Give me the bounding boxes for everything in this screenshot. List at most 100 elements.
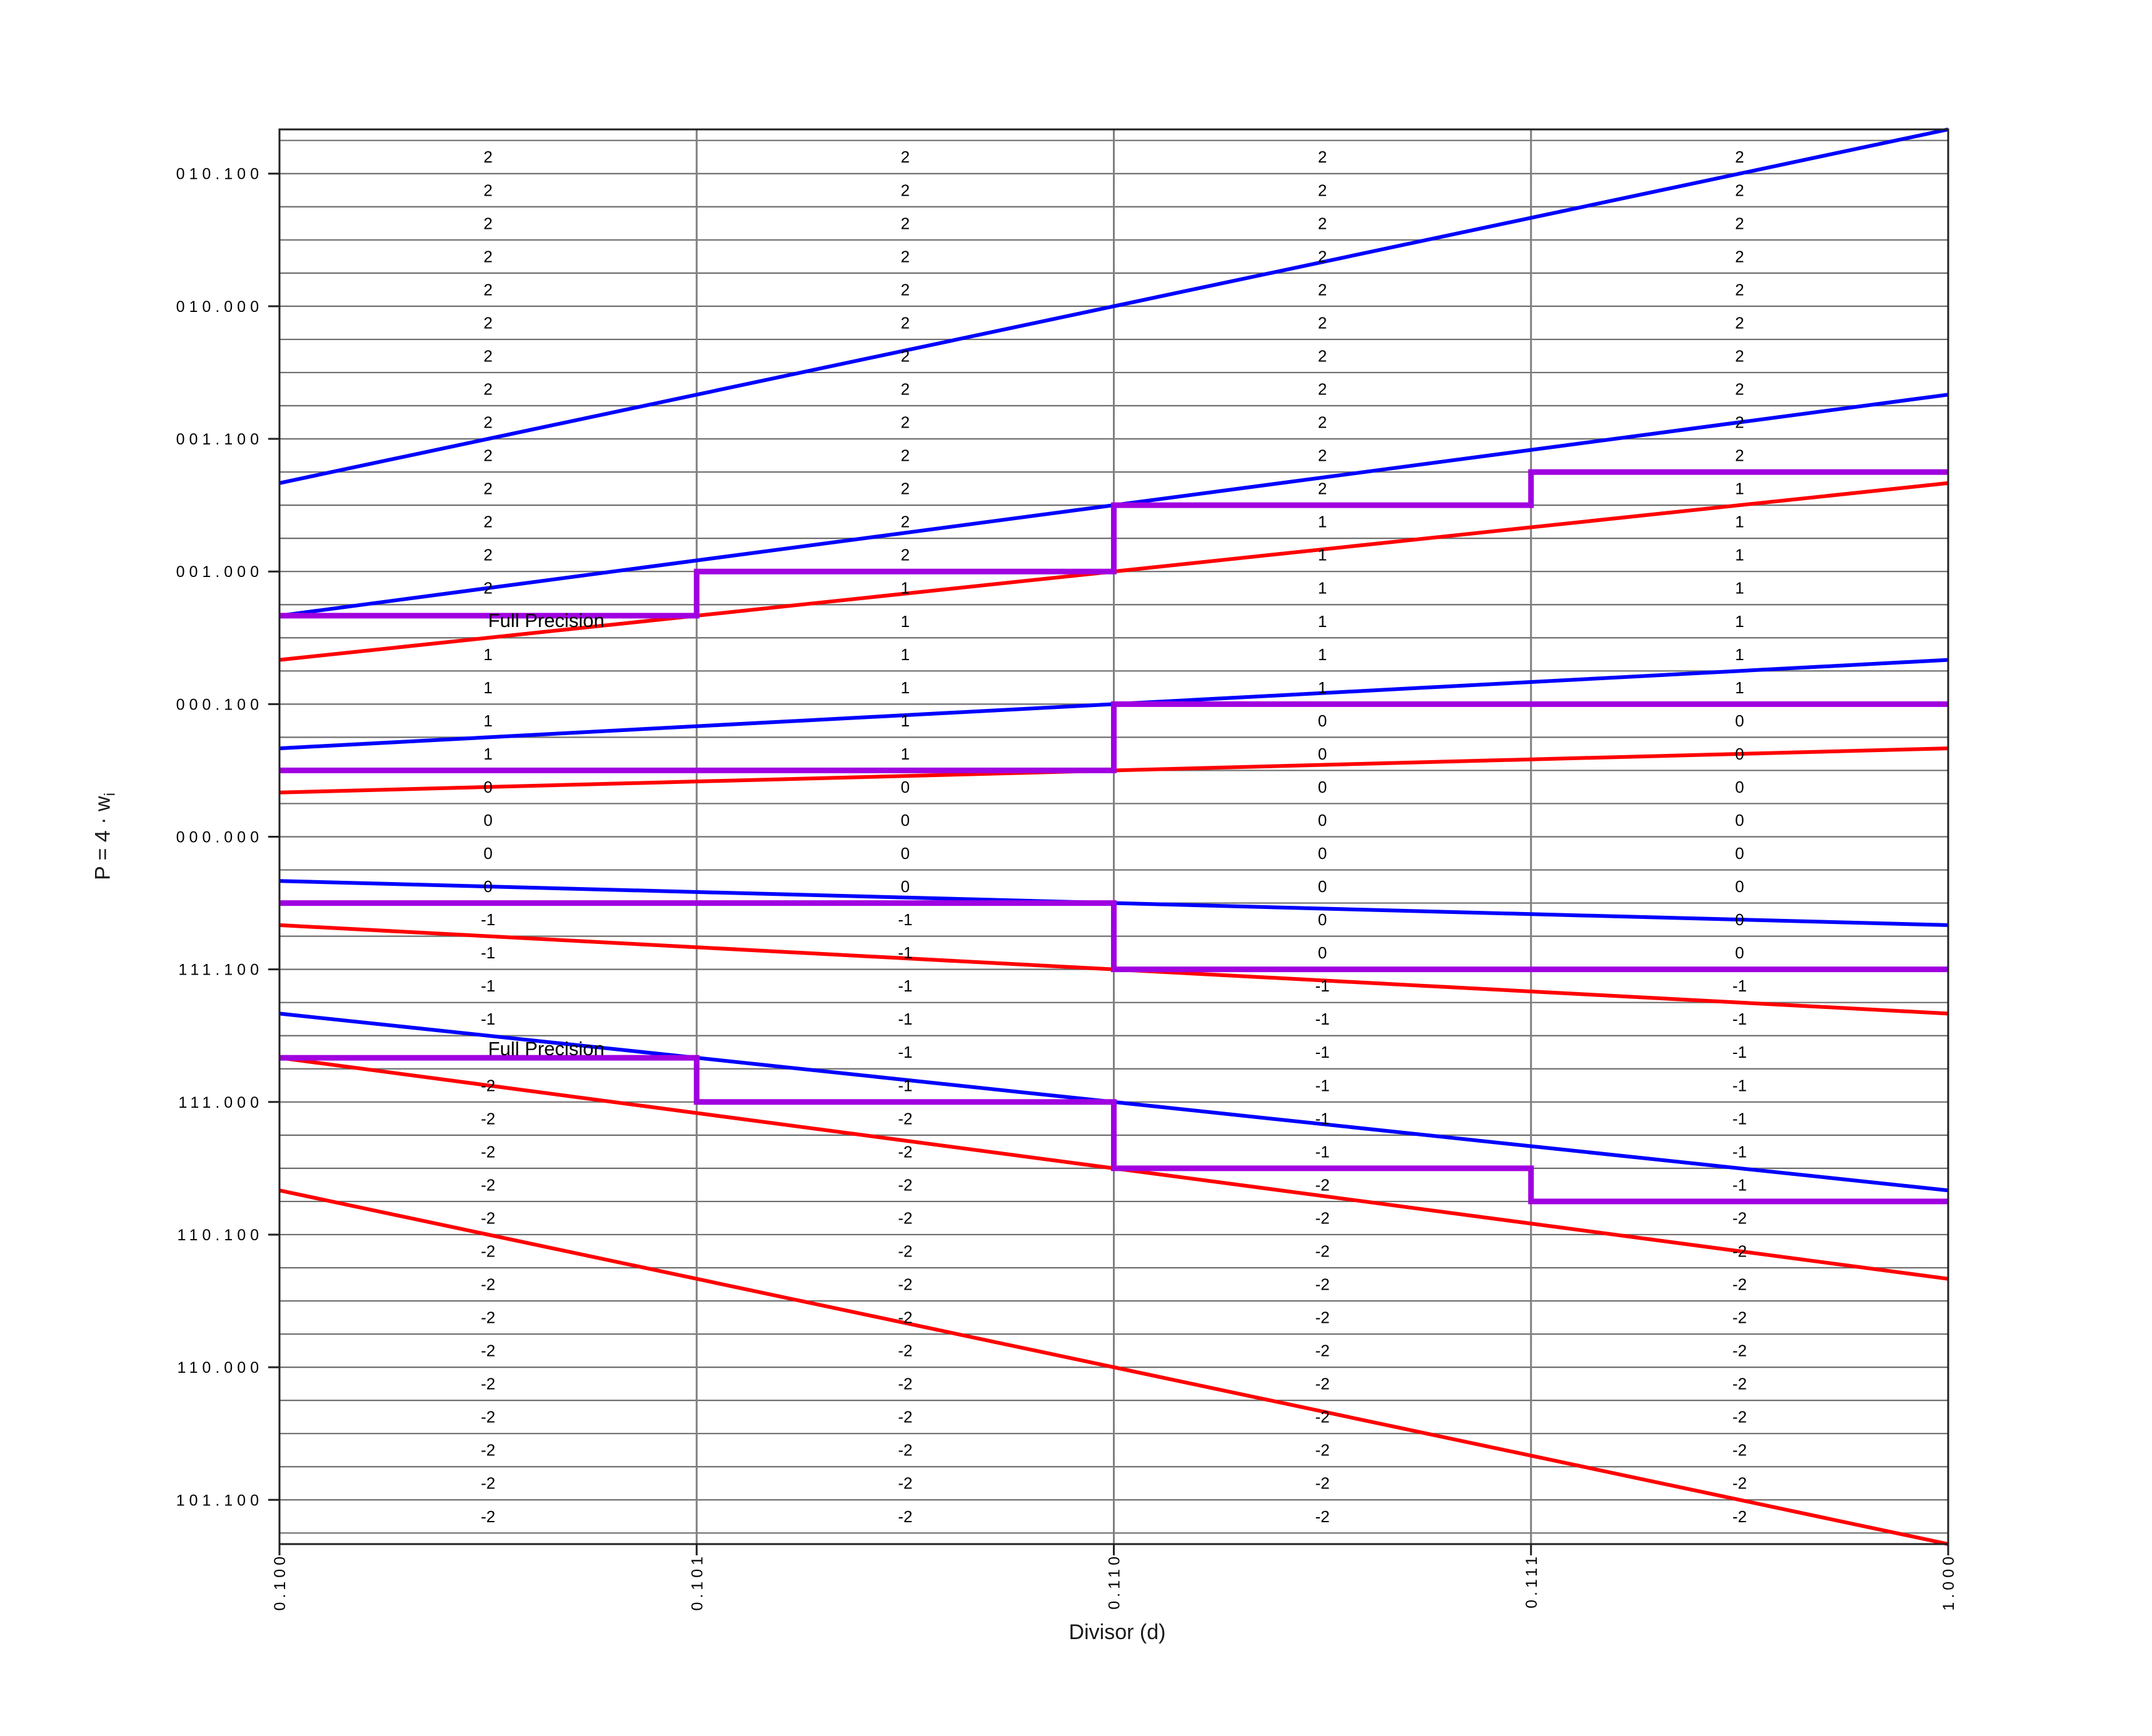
digit-cell-label: 2 [483, 413, 492, 432]
digit-cell-label: 0 [1735, 943, 1744, 962]
digit-cell-label: -2 [1732, 1441, 1747, 1460]
digit-cell-label: 2 [1318, 214, 1327, 233]
y-tick-label: 000.000 [176, 829, 263, 846]
digit-cell-label: -2 [898, 1308, 912, 1327]
digit-cell-label: -2 [481, 1242, 495, 1260]
digit-cell-label: -2 [1315, 1441, 1330, 1460]
digit-cell-label: -2 [898, 1507, 912, 1526]
digit-cell-label: 1 [901, 711, 910, 730]
digit-cell-label: 0 [483, 877, 492, 896]
digit-cell-label: -2 [481, 1142, 495, 1161]
digit-cell-label: -2 [898, 1242, 912, 1260]
digit-cell-label: 1 [483, 645, 492, 664]
digit-cell-label: 2 [901, 148, 910, 166]
digit-cell-label: -1 [898, 1010, 912, 1028]
digit-cell-label: 0 [1318, 745, 1327, 763]
digit-cell-label: 2 [901, 313, 910, 332]
digit-cell-label: -2 [1732, 1408, 1747, 1427]
y-tick-label: 101.100 [176, 1492, 263, 1509]
y-axis-title-main: P = 4 · w [91, 796, 115, 880]
y-tick-label: 110.000 [177, 1359, 263, 1377]
y-tick-label: 111.100 [178, 961, 263, 979]
digit-cell-label: 2 [483, 214, 492, 233]
selection-boundary-m1-m2 [279, 1055, 1948, 1205]
digit-cell-label: -2 [481, 1208, 495, 1227]
digit-cell-label: -2 [1732, 1208, 1747, 1227]
digit-cell-label: -2 [1732, 1308, 1747, 1327]
x-tick-label: 0.111 [1523, 1553, 1541, 1608]
digit-cell-label: 1 [1735, 479, 1744, 498]
digit-cell-label: -1 [1732, 1043, 1747, 1061]
digit-cell-label: 2 [901, 280, 910, 299]
digit-cell-label: 2 [1318, 148, 1327, 166]
digit-cell-label: 1 [901, 678, 910, 697]
digit-cell-label: 2 [901, 379, 910, 398]
digit-cell-label: -2 [481, 1109, 495, 1128]
digit-cell-label: -2 [1315, 1507, 1330, 1526]
y-tick-label: 110.100 [177, 1227, 263, 1244]
y-tick-label: 111.000 [178, 1094, 263, 1111]
digit-cell-label: -2 [898, 1408, 912, 1427]
digit-cell-label: 0 [1735, 711, 1744, 730]
digit-cell-label: 1 [1735, 513, 1744, 531]
digit-cell-label: -2 [898, 1375, 912, 1393]
digit-cell-label: -2 [898, 1342, 912, 1360]
x-tick-label: 0.100 [271, 1553, 289, 1611]
digit-cell-label: -1 [1732, 1109, 1747, 1128]
digit-cell-label: -2 [481, 1474, 495, 1493]
digit-cell-label: 2 [1318, 181, 1327, 199]
digit-cell-label: 1 [1735, 612, 1744, 631]
digit-cell-label: -2 [1315, 1375, 1330, 1393]
digit-cell-label: 0 [901, 877, 910, 896]
digit-cell-label: 1 [901, 579, 910, 598]
y-tick-label: 010.000 [176, 298, 263, 316]
digit-cell-label: -2 [1732, 1474, 1747, 1493]
digit-cell-label: 1 [1735, 546, 1744, 564]
digit-cell-label: -2 [898, 1175, 912, 1194]
digit-cell-label: 2 [1318, 379, 1327, 398]
digit-cell-label: -2 [481, 1175, 495, 1194]
digit-cell-label: 0 [483, 811, 492, 830]
digit-cell-label: -2 [1315, 1342, 1330, 1360]
digit-cell-label: -2 [1315, 1242, 1330, 1260]
selection-boundary-1-0 [279, 701, 1948, 773]
digit-cell-label: -2 [1315, 1474, 1330, 1493]
digit-cell-label: -1 [898, 943, 912, 962]
digit-cell-label: -2 [898, 1441, 912, 1460]
y-axis-title: P = 4 · wi [91, 793, 119, 880]
digit-cell-label: 2 [1318, 346, 1327, 365]
digit-cell-label: 0 [1318, 943, 1327, 962]
digit-cell-label: -2 [481, 1507, 495, 1526]
digit-cell-label: -2 [898, 1474, 912, 1493]
digit-cell-label: -2 [481, 1375, 495, 1393]
digit-cell-label: -1 [1315, 976, 1330, 995]
digit-cell-label: 2 [483, 546, 492, 564]
digit-cell-label: -1 [1732, 976, 1747, 995]
digit-cell-label: 0 [1318, 711, 1327, 730]
digit-cell-label: 1 [1318, 678, 1327, 697]
digit-cell-label: 2 [1318, 479, 1327, 498]
digit-cell-label: -1 [1732, 1142, 1747, 1161]
digit-cell-label: 1 [1735, 579, 1744, 598]
digit-cell-label: 2 [901, 346, 910, 365]
digit-cell-label: 1 [1318, 612, 1327, 631]
digit-cell-label: 2 [483, 148, 492, 166]
digit-cell-label: 0 [1318, 877, 1327, 896]
digit-cell-label: -1 [898, 1076, 912, 1095]
digit-cell-label: -1 [1732, 1076, 1747, 1095]
digit-cell-label: 2 [901, 513, 910, 531]
digit-cell-label: -2 [1315, 1208, 1330, 1227]
lower-bound-digit-m2 [279, 1188, 1949, 1546]
digit-cell-label: 0 [1318, 811, 1327, 830]
digit-cell-label: 2 [1735, 346, 1744, 365]
y-axis-title-subscript: i [101, 793, 119, 796]
digit-cell-label: 0 [1735, 778, 1744, 796]
digit-cell-label: 1 [1735, 678, 1744, 697]
selection-boundary-0-m1 [279, 900, 1948, 973]
upper-bound-digit-2 [279, 128, 1949, 485]
digit-cell-label: -1 [1732, 1010, 1747, 1028]
digit-cell-label: 2 [483, 479, 492, 498]
digit-cell-label: 1 [1318, 645, 1327, 664]
digit-cell-label: 2 [901, 479, 910, 498]
